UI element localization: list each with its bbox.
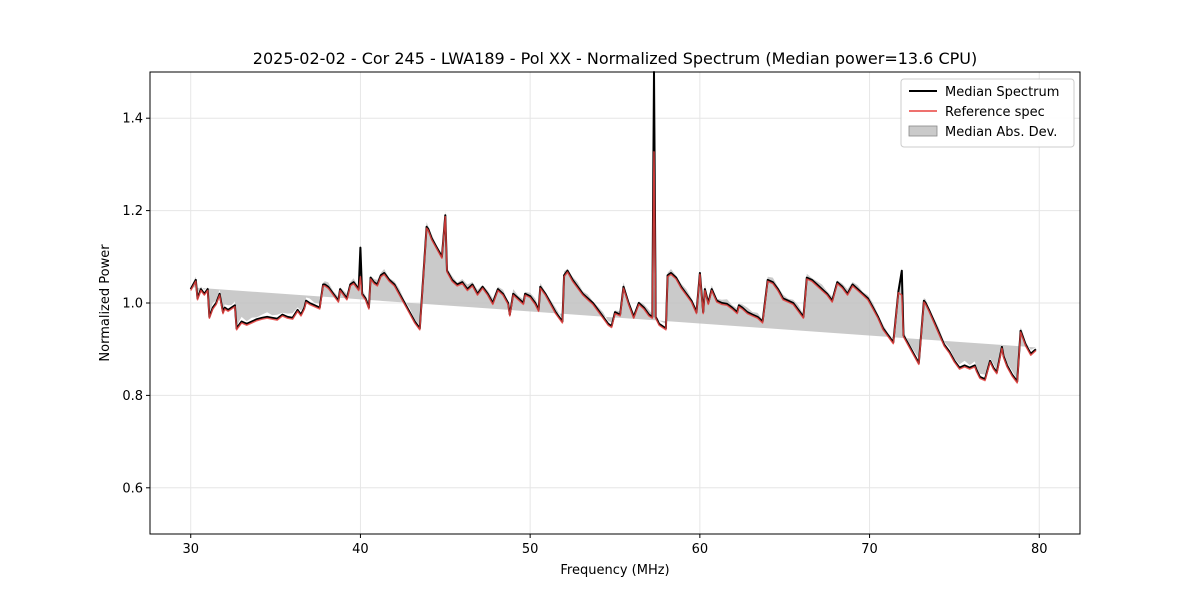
x-tick-label: 70 [861,542,878,557]
y-tick-label: 1.4 [122,112,143,127]
legend-swatch-mad [908,125,938,137]
mad-band-layer [190,72,1036,380]
x-tick-label: 80 [1031,542,1048,557]
axis-ticks: 30 40 50 60 70 80 0.6 0.8 1.0 1.2 1.4 [122,112,1047,557]
x-tick-label: 30 [182,542,199,557]
y-tick-label: 1.2 [122,204,143,219]
y-tick-label: 1.0 [122,297,143,312]
legend-box [900,78,1075,148]
chart-title: 2025-02-02 - Cor 245 - LWA189 - Pol XX -… [253,49,977,68]
x-tick-label: 60 [692,542,709,557]
y-tick-label: 0.6 [122,481,143,496]
reference-spectrum-line [190,151,1037,384]
legend: Median Spectrum Reference spec Median Ab… [900,78,1075,148]
x-tick-label: 50 [522,542,539,557]
y-tick-label: 0.8 [122,389,143,404]
y-axis-label: Normalized Power [98,244,113,362]
legend-label-reference: Reference spec [945,105,1045,120]
mad-band [190,72,1036,380]
legend-label-mad: Median Abs. Dev. [945,125,1057,140]
x-tick-label: 40 [352,542,369,557]
series-layer [189,71,1037,384]
x-axis-label: Frequency (MHz) [560,563,669,578]
legend-label-median: Median Spectrum [945,85,1059,100]
